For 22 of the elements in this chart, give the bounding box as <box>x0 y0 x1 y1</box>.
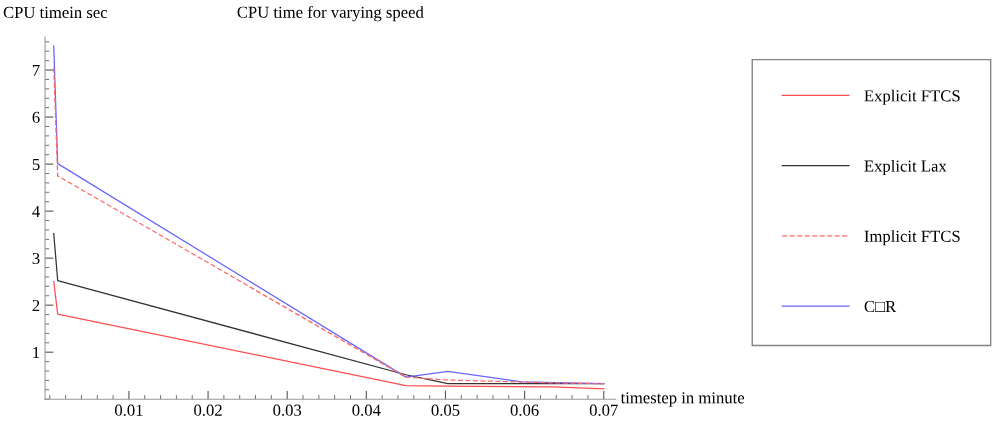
y-tick-label: 2 <box>32 299 40 311</box>
y-axis-title: CPU timein sec <box>3 6 108 19</box>
y-tick-label: 1 <box>33 346 40 358</box>
x-tick-label: 0.01 <box>114 404 143 416</box>
y-tick-label: 7 <box>32 64 40 76</box>
y-tick-label: 4 <box>32 205 40 217</box>
legend-label: C□R <box>864 300 897 313</box>
y-tick-label: 6 <box>32 111 40 124</box>
chart-title: CPU time for varying speed <box>237 5 424 22</box>
legend-label: Explicit FTCS <box>864 89 960 105</box>
legend-label: Explicit Lax <box>864 159 947 176</box>
x-tick-label: 0.07 <box>589 404 618 416</box>
x-tick-label: 0.05 <box>431 404 460 416</box>
y-tick-label: 5 <box>32 158 40 171</box>
y-tick-label: 3 <box>32 252 40 265</box>
line-series <box>53 281 605 390</box>
x-tick-label: 0.03 <box>273 404 302 416</box>
x-tick-label: 0.04 <box>352 404 381 416</box>
x-axis-title: timestep in minute <box>620 392 745 407</box>
legend-label: Implicit FTCS <box>864 230 960 246</box>
x-tick-label: 0.02 <box>194 404 222 416</box>
x-tick-label: 0.06 <box>510 404 539 416</box>
